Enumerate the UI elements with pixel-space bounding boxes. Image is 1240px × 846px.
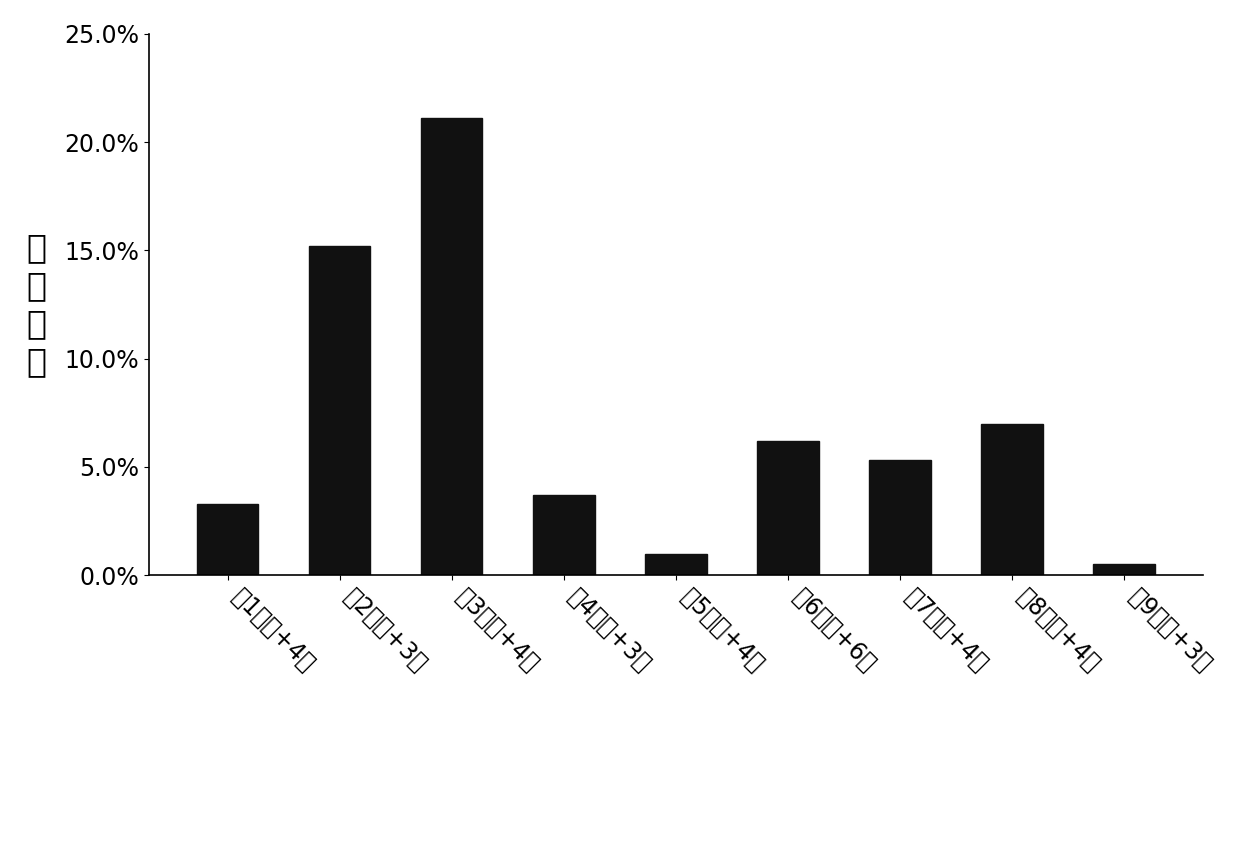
Bar	[309, 246, 371, 575]
Bar	[758, 441, 818, 575]
Bar	[1094, 564, 1154, 575]
Y-axis label: 籍
粒
占
比: 籍 粒 占 比	[26, 231, 46, 378]
Bar	[645, 553, 707, 575]
Bar	[420, 118, 482, 575]
Bar	[869, 460, 931, 575]
Bar	[533, 495, 594, 575]
Bar	[981, 424, 1043, 575]
Bar	[197, 504, 258, 575]
